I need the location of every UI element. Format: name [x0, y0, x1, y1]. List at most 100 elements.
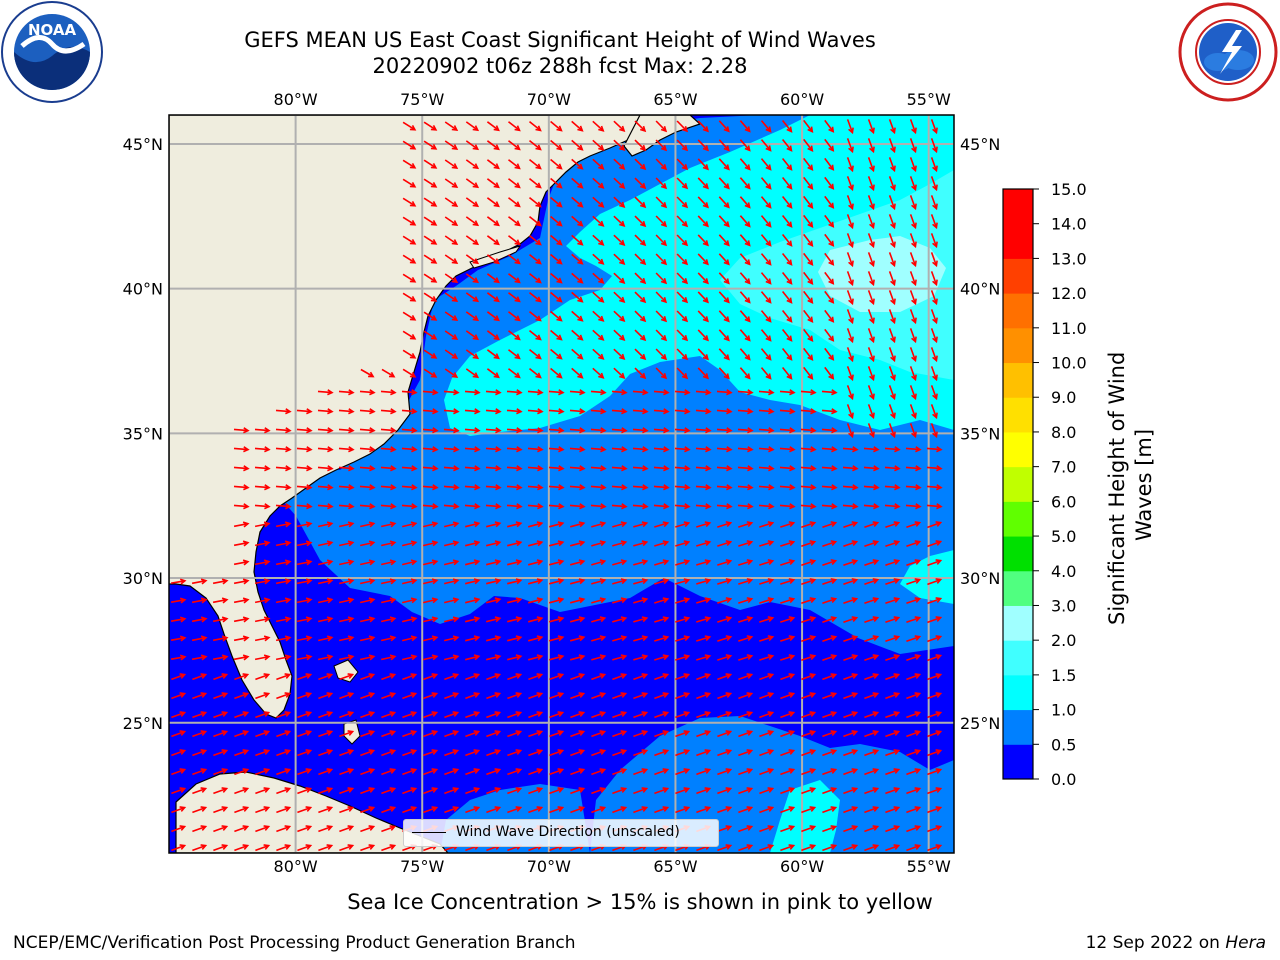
colorbar-tick-label: 3.0 — [1051, 596, 1076, 615]
wind-wave-arrowhead — [578, 540, 586, 547]
wind-wave-arrow — [655, 329, 667, 341]
wind-wave-arrow — [465, 655, 479, 661]
wind-wave-arrowhead — [535, 201, 542, 208]
wind-wave-arrowhead — [493, 220, 500, 227]
wind-wave-arrow — [317, 428, 333, 432]
wind-wave-arrowhead — [536, 787, 544, 793]
wind-wave-arrow — [212, 617, 228, 623]
wind-wave-arrow — [192, 825, 206, 833]
wind-wave-arrow — [569, 598, 585, 604]
wind-wave-arrowhead — [536, 768, 544, 774]
wind-wave-arrow — [613, 310, 625, 322]
wind-wave-arrowhead — [409, 372, 417, 378]
wind-wave-arrow — [843, 844, 857, 852]
wind-wave-arrow — [846, 195, 854, 209]
wind-wave-arrowhead — [411, 408, 418, 415]
wind-wave-arrowhead — [535, 296, 542, 303]
wind-wave-arrowhead — [200, 578, 208, 585]
wind-wave-arrowhead — [263, 787, 271, 793]
wind-wave-arrow — [296, 409, 312, 413]
wind-wave-arrow — [930, 366, 938, 380]
wind-wave-arrowhead — [557, 768, 565, 774]
wind-wave-arrow — [846, 252, 854, 266]
noaa-logo-icon: NOAA — [1, 1, 103, 103]
wind-wave-arrowhead — [619, 125, 626, 132]
wind-wave-arrowhead — [620, 654, 628, 661]
wind-wave-arrow — [590, 390, 606, 394]
wind-wave-arrow — [401, 447, 417, 451]
wind-wave-arrowhead — [557, 654, 565, 661]
wind-wave-arrow — [654, 749, 668, 757]
wind-wave-arrow — [930, 138, 938, 152]
footer-host: Hera — [1225, 933, 1266, 953]
wind-wave-arrow — [846, 233, 854, 247]
wind-wave-arrowhead — [242, 597, 250, 604]
wind-wave-arrowhead — [451, 182, 459, 188]
wind-wave-arrow — [464, 409, 480, 413]
wind-wave-arrow — [317, 447, 333, 451]
wind-wave-arrowhead — [200, 673, 208, 679]
wind-wave-arrow — [612, 749, 626, 757]
wind-wave-arrow — [527, 390, 543, 394]
wind-wave-arrow — [507, 692, 521, 700]
wind-wave-arrowhead — [660, 353, 668, 361]
wind-wave-arrow — [930, 214, 938, 228]
wind-wave-arrow — [443, 466, 459, 470]
wind-wave-arrowhead — [368, 692, 376, 698]
wind-wave-arrow — [843, 522, 857, 528]
wind-wave-arrow — [465, 197, 479, 207]
wind-wave-arrow — [801, 541, 815, 547]
wind-wave-arrowhead — [684, 427, 691, 434]
wind-wave-arrowhead — [305, 673, 313, 679]
wind-wave-arrowhead — [744, 183, 751, 190]
wind-wave-arrow — [822, 598, 836, 604]
wind-wave-arrow — [696, 541, 710, 547]
wind-wave-arrowhead — [683, 806, 691, 812]
wind-wave-arrow — [590, 466, 606, 470]
wind-wave-arrow — [927, 616, 941, 624]
wind-wave-arrow — [338, 504, 354, 508]
wind-wave-arrow — [888, 138, 896, 152]
wind-wave-arrow — [612, 598, 626, 604]
wind-wave-arrowhead — [179, 730, 187, 736]
wind-wave-arrowhead — [369, 503, 376, 510]
wind-wave-arrowhead — [452, 673, 460, 679]
wind-wave-arrow — [486, 806, 500, 814]
wind-wave-arrow — [632, 504, 648, 508]
wind-wave-arrow — [718, 120, 730, 132]
wind-wave-arrowhead — [619, 182, 626, 189]
wind-wave-arrowhead — [221, 730, 229, 736]
wind-wave-arrow — [550, 215, 562, 227]
wind-wave-arrow — [612, 541, 626, 547]
wind-wave-arrowhead — [536, 806, 544, 812]
wind-wave-arrow — [718, 253, 730, 265]
wind-wave-arrow — [717, 598, 731, 604]
wind-wave-arrow — [843, 749, 857, 757]
wind-wave-arrowhead — [725, 806, 733, 812]
wind-wave-arrowhead — [410, 559, 418, 566]
wind-wave-arrow — [930, 157, 938, 171]
wind-wave-arrowhead — [725, 521, 733, 528]
wind-wave-arrowhead — [642, 427, 649, 434]
wind-wave-arrowhead — [347, 825, 355, 831]
wind-wave-arrow — [296, 447, 312, 451]
wind-wave-arrow — [612, 636, 626, 642]
wind-wave-arrow — [780, 768, 794, 776]
wind-wave-arrowhead — [746, 597, 754, 604]
wind-wave-arrow — [654, 579, 668, 585]
wind-wave-arrow — [569, 504, 585, 508]
wind-wave-arrowhead — [368, 635, 376, 642]
wind-wave-arrowhead — [619, 296, 626, 303]
wind-wave-arrowhead — [935, 749, 943, 755]
wind-wave-arrowhead — [556, 220, 563, 227]
wind-wave-arrow — [170, 580, 186, 584]
nws-logo-icon — [1178, 2, 1278, 102]
wind-wave-arrowhead — [848, 279, 854, 287]
wind-wave-arrow — [233, 579, 249, 585]
wind-wave-arrow — [634, 177, 646, 189]
wind-wave-arrow — [506, 409, 522, 413]
wind-wave-arrowhead — [347, 768, 355, 774]
wind-wave-arrowhead — [264, 446, 271, 453]
wind-wave-arrowhead — [493, 163, 500, 170]
